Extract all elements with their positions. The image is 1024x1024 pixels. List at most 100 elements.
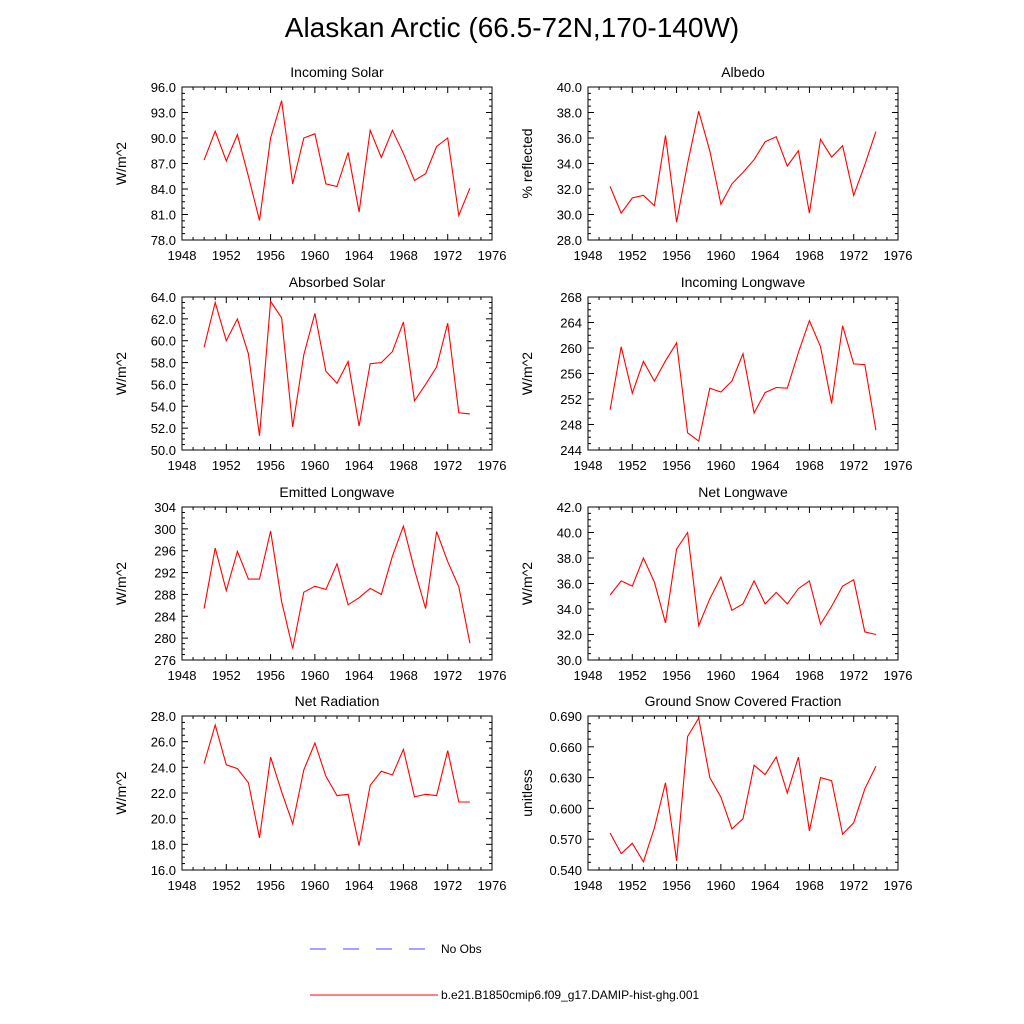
y-tick-label-absorbed-solar: 52.0 — [151, 421, 176, 436]
series-line-incoming-longwave — [609, 319, 877, 443]
plot-frame-albedo — [587, 86, 899, 241]
x-tick-label-incoming-solar: 1948 — [168, 248, 197, 263]
x-tick-label-net-radiation: 1956 — [256, 878, 285, 893]
y-tick-label-ground-snow-covered-fraction: 0.660 — [549, 740, 582, 755]
x-tick-label-incoming-solar: 1960 — [300, 248, 329, 263]
y-tick-label-net-longwave: 32.0 — [557, 628, 582, 643]
y-axis-label-net-radiation: W/m^2 — [113, 771, 129, 814]
panel-albedo: Albedo % reflected 1948 1952 1956 1960 1964 196… — [519, 64, 912, 263]
y-tick-label-ground-snow-covered-fraction: 0.600 — [549, 801, 582, 816]
y-axis-label-albedo: % reflected — [519, 128, 535, 198]
y-tick-label-incoming-solar: 78.0 — [151, 233, 176, 248]
x-tick-label-incoming-solar: 1964 — [345, 248, 374, 263]
x-tick-label-net-radiation: 1960 — [300, 878, 329, 893]
y-tick-label-incoming-solar: 87.0 — [151, 157, 176, 172]
legend-line-model — [310, 994, 438, 996]
figure-title: Alaskan Arctic (66.5-72N,170-140W) — [284, 12, 740, 43]
x-tick-label-emitted-longwave: 1976 — [478, 668, 507, 683]
x-tick-label-ground-snow-covered-fraction: 1972 — [839, 878, 868, 893]
plot-frame-incoming-longwave — [587, 296, 899, 451]
x-tick-label-incoming-longwave: 1976 — [884, 458, 913, 473]
x-tick-label-emitted-longwave: 1952 — [212, 668, 241, 683]
x-tick-label-ground-snow-covered-fraction: 1968 — [795, 878, 824, 893]
panel-title-albedo: Albedo — [721, 64, 765, 80]
x-tick-label-incoming-solar: 1952 — [212, 248, 241, 263]
panel-title-net-radiation: Net Radiation — [295, 693, 380, 709]
y-tick-label-albedo: 34.0 — [557, 157, 582, 172]
y-tick-label-net-longwave: 34.0 — [557, 602, 582, 617]
x-tick-label-albedo: 1972 — [839, 248, 868, 263]
y-tick-label-net-radiation: 22.0 — [151, 786, 176, 801]
panel-ground-snow-covered-fraction: Ground Snow Covered Fraction unitless 1948… — [519, 693, 912, 893]
x-tick-label-ground-snow-covered-fraction: 1948 — [574, 878, 603, 893]
plot-frame-net-radiation — [181, 715, 493, 871]
y-tick-label-incoming-solar: 84.0 — [151, 182, 176, 197]
y-tick-label-incoming-longwave: 264 — [560, 316, 582, 331]
panel-net-longwave: Net Longwave W/m^2 1948 1952 1956 1960 1964 196… — [519, 484, 912, 683]
x-tick-label-ground-snow-covered-fraction: 1976 — [884, 878, 913, 893]
y-tick-label-incoming-solar: 81.0 — [151, 208, 176, 223]
x-tick-label-absorbed-solar: 1960 — [300, 458, 329, 473]
panel-title-emitted-longwave: Emitted Longwave — [279, 484, 394, 500]
panel-absorbed-solar: Absorbed Solar W/m^2 1948 1952 1956 1960 1964 1… — [113, 274, 506, 473]
x-tick-label-albedo: 1956 — [662, 248, 691, 263]
y-tick-label-net-longwave: 30.0 — [557, 653, 582, 668]
x-tick-label-net-radiation: 1952 — [212, 878, 241, 893]
x-tick-label-ground-snow-covered-fraction: 1952 — [618, 878, 647, 893]
y-tick-label-ground-snow-covered-fraction: 0.540 — [549, 863, 582, 878]
series-line-net-longwave — [609, 530, 877, 636]
x-tick-label-albedo: 1952 — [618, 248, 647, 263]
x-tick-label-net-longwave: 1964 — [751, 668, 780, 683]
x-tick-label-albedo: 1976 — [884, 248, 913, 263]
y-axis-label-incoming-solar: W/m^2 — [113, 142, 129, 185]
x-tick-label-incoming-longwave: 1972 — [839, 458, 868, 473]
y-tick-label-incoming-solar: 93.0 — [151, 106, 176, 121]
y-tick-label-net-radiation: 20.0 — [151, 812, 176, 827]
y-tick-label-absorbed-solar: 58.0 — [151, 356, 176, 371]
x-tick-label-incoming-solar: 1956 — [256, 248, 285, 263]
series-line-incoming-solar — [203, 100, 471, 221]
legend-line-no-obs — [310, 948, 438, 950]
series-line-albedo — [609, 111, 877, 223]
x-tick-label-albedo: 1948 — [574, 248, 603, 263]
plot-frame-net-longwave — [587, 506, 899, 661]
y-tick-label-ground-snow-covered-fraction: 0.630 — [549, 771, 582, 786]
series-line-absorbed-solar — [203, 299, 470, 436]
y-tick-label-net-radiation: 24.0 — [151, 760, 176, 775]
y-tick-label-net-radiation: 18.0 — [151, 837, 176, 852]
y-tick-label-incoming-longwave: 260 — [560, 341, 582, 356]
x-tick-label-incoming-solar: 1968 — [389, 248, 418, 263]
y-tick-label-absorbed-solar: 54.0 — [151, 399, 176, 414]
y-tick-label-emitted-longwave: 296 — [154, 544, 176, 559]
x-tick-label-net-longwave: 1948 — [574, 668, 603, 683]
y-tick-label-albedo: 38.0 — [557, 106, 582, 121]
legend-label-no-obs: No Obs — [441, 942, 482, 956]
y-tick-label-net-radiation: 28.0 — [151, 709, 176, 724]
x-tick-label-incoming-longwave: 1964 — [751, 458, 780, 473]
panel-emitted-longwave: Emitted Longwave W/m^2 1948 1952 1956 1960 196… — [113, 484, 506, 683]
x-tick-label-emitted-longwave: 1960 — [300, 668, 329, 683]
panel-title-net-longwave: Net Longwave — [698, 484, 788, 500]
y-tick-label-albedo: 36.0 — [557, 131, 582, 146]
x-tick-label-incoming-longwave: 1968 — [795, 458, 824, 473]
x-tick-label-absorbed-solar: 1964 — [345, 458, 374, 473]
series-line-net-radiation — [203, 722, 470, 846]
plot-frame-absorbed-solar — [181, 296, 493, 451]
x-tick-label-net-radiation: 1948 — [168, 878, 197, 893]
legend-label-model: b.e21.B1850cmip6.f09_g17.DAMIP-hist-ghg.… — [441, 988, 700, 1002]
x-tick-label-absorbed-solar: 1972 — [433, 458, 462, 473]
y-tick-label-incoming-solar: 90.0 — [151, 131, 176, 146]
x-tick-label-emitted-longwave: 1956 — [256, 668, 285, 683]
y-tick-label-incoming-longwave: 248 — [560, 418, 582, 433]
x-tick-label-incoming-longwave: 1952 — [618, 458, 647, 473]
legend-item-no-obs: No Obs — [0, 940, 1024, 960]
x-tick-label-emitted-longwave: 1972 — [433, 668, 462, 683]
y-tick-label-emitted-longwave: 280 — [154, 631, 176, 646]
panel-incoming-solar: Incoming Solar W/m^2 1948 1952 1956 1960 1964 1… — [113, 64, 506, 263]
y-tick-label-net-longwave: 40.0 — [557, 526, 582, 541]
x-tick-label-albedo: 1960 — [706, 248, 735, 263]
panel-title-incoming-longwave: Incoming Longwave — [681, 274, 806, 290]
y-tick-label-absorbed-solar: 56.0 — [151, 377, 176, 392]
y-axis-label-emitted-longwave: W/m^2 — [113, 562, 129, 605]
x-tick-label-emitted-longwave: 1968 — [389, 668, 418, 683]
